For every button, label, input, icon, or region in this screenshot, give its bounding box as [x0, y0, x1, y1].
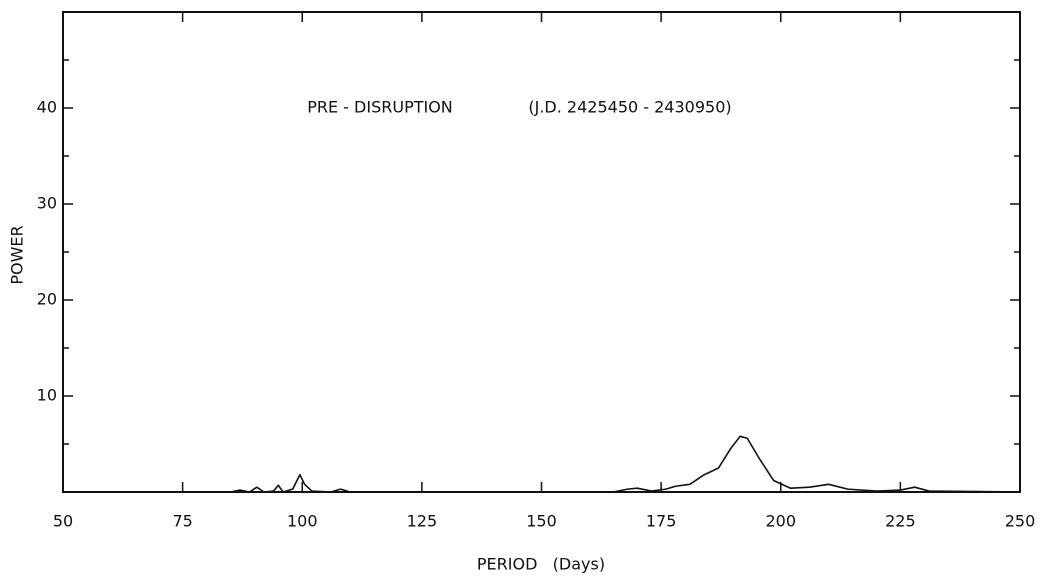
x-tick-label: 125: [407, 512, 438, 531]
x-tick-label: 175: [646, 512, 677, 531]
y-tick-label: 30: [37, 194, 57, 213]
y-axis-label: POWER: [8, 225, 27, 284]
y-tick-label: 20: [37, 290, 57, 309]
x-tick-label: 150: [526, 512, 557, 531]
x-tick-label: 100: [287, 512, 318, 531]
y-tick-label: 40: [37, 98, 57, 117]
x-axis-label: PERIOD (Days): [477, 555, 605, 574]
x-tick-label: 50: [53, 512, 73, 531]
x-tick-label: 200: [765, 512, 796, 531]
x-tick-label: 75: [172, 512, 192, 531]
annotation: (J.D. 2425450 - 2430950): [528, 98, 731, 117]
annotation: PRE - DISRUPTION: [307, 98, 453, 117]
x-tick-label: 225: [885, 512, 916, 531]
plot-frame: [62, 11, 1021, 493]
x-tick-label: 250: [1005, 512, 1036, 531]
y-tick-label: 10: [37, 386, 57, 405]
data-line: [63, 435, 1021, 493]
